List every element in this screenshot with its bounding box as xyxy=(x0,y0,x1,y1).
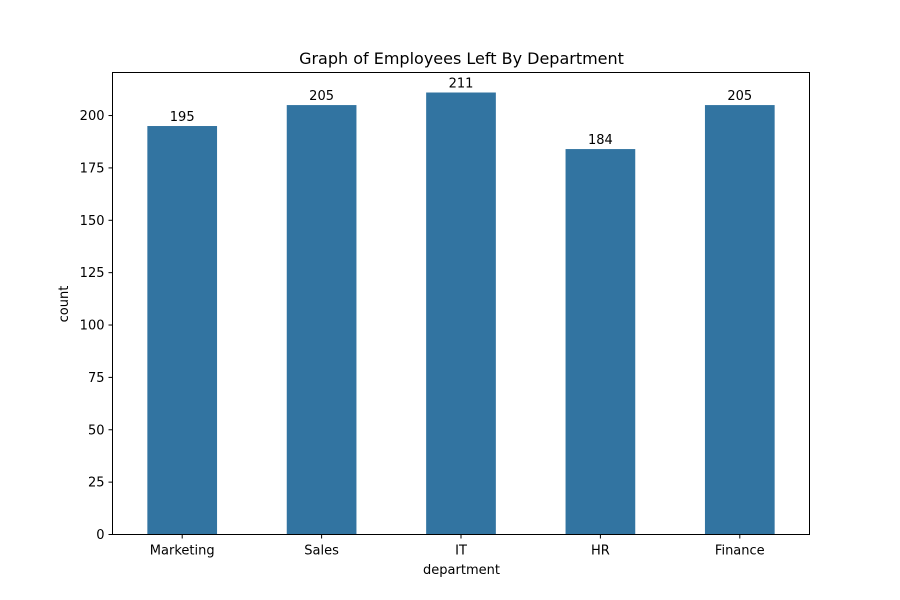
x-tick-label-it: IT xyxy=(455,544,467,559)
x-tick-label-sales: Sales xyxy=(304,544,339,559)
data-label-sales: 205 xyxy=(309,89,334,104)
data-label-it: 211 xyxy=(449,77,474,92)
y-tick-label-125: 125 xyxy=(80,266,105,281)
y-tick-label-75: 75 xyxy=(88,371,105,386)
data-label-marketing: 195 xyxy=(170,110,195,125)
y-tick-label-25: 25 xyxy=(88,476,105,491)
chart-title: Graph of Employees Left By Department xyxy=(299,49,624,68)
x-tick-label-hr: HR xyxy=(591,544,610,559)
data-labels-group: 195 205 211 184 205 xyxy=(170,77,752,149)
bars-group xyxy=(147,92,775,535)
y-axis: 0 25 50 75 100 125 150 175 200 xyxy=(80,109,113,543)
y-tick-label-100: 100 xyxy=(80,319,105,334)
bar-hr xyxy=(565,149,636,535)
x-tick-label-marketing: Marketing xyxy=(150,544,215,559)
x-axis: Marketing Sales IT HR Finance xyxy=(150,534,765,559)
y-axis-label: count xyxy=(57,286,72,323)
data-label-hr: 184 xyxy=(588,133,613,148)
bar-sales xyxy=(286,105,357,535)
data-label-finance: 205 xyxy=(727,89,752,104)
x-axis-label: department xyxy=(423,563,500,578)
bar-finance xyxy=(704,105,775,535)
plot-frame xyxy=(112,72,810,535)
y-tick-label-0: 0 xyxy=(96,528,104,543)
y-tick-label-175: 175 xyxy=(80,161,105,176)
y-tick-label-150: 150 xyxy=(80,214,105,229)
y-tick-label-200: 200 xyxy=(80,109,105,124)
bar-it xyxy=(426,92,496,535)
x-tick-label-finance: Finance xyxy=(715,544,765,559)
bar-marketing xyxy=(147,126,218,535)
y-tick-label-50: 50 xyxy=(88,423,105,438)
